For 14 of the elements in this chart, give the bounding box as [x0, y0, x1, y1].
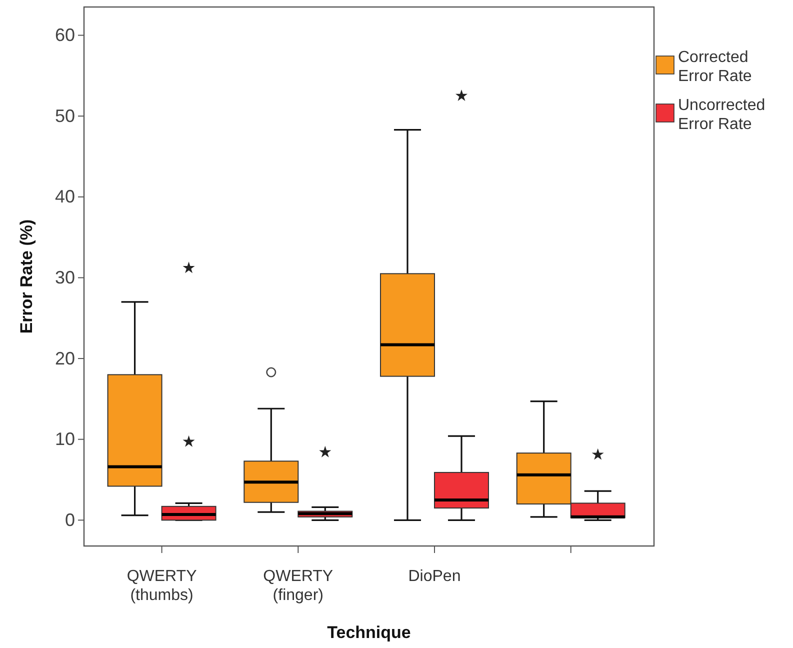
- x-tick-label: DioPen: [408, 568, 461, 585]
- x-axis-title: Technique: [327, 623, 411, 642]
- y-axis-title: Error Rate (%): [17, 219, 36, 334]
- legend-label: Corrected Error Rate: [678, 49, 752, 85]
- y-tick-label: 0: [64, 510, 75, 530]
- y-tick-label: 40: [54, 186, 75, 207]
- y-tick-label: 60: [54, 25, 75, 46]
- y-tick-label: 30: [54, 267, 75, 288]
- y-tick-label: 10: [54, 429, 75, 450]
- x-tick-label: QWERTY (finger): [263, 568, 334, 604]
- legend-label: Uncorrected Error Rate: [678, 97, 766, 133]
- y-tick-label: 20: [54, 348, 75, 368]
- y-tick-label: 50: [54, 106, 75, 126]
- x-tick-label: QWERTY (thumbs): [126, 568, 198, 604]
